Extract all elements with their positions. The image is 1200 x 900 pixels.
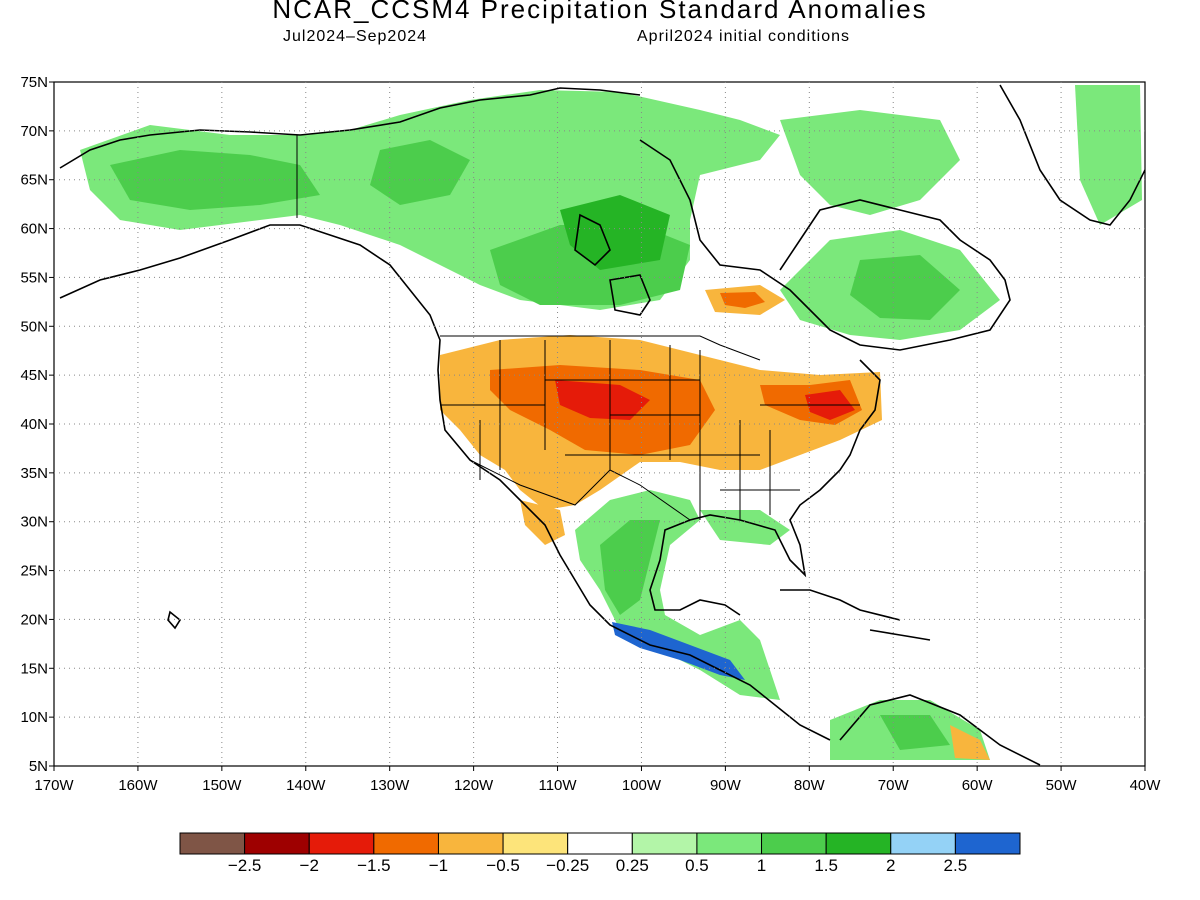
- lat-tick-label: 15N: [20, 660, 48, 677]
- colorbar-swatch: [890, 832, 956, 855]
- colorbar-tick-label: −2.5: [227, 856, 262, 875]
- colorbar-swatch: [502, 832, 569, 855]
- lat-tick-label: 60N: [20, 221, 48, 238]
- colorbar-swatch: [696, 832, 763, 855]
- lat-tick-label: 30N: [20, 514, 48, 531]
- colorbar-tick-label: 0.25: [615, 856, 649, 875]
- colorbar-swatch: [954, 832, 1021, 855]
- chart-title: NCAR_CCSM4 Precipitation Standard Anomal…: [272, 0, 928, 24]
- lon-tick-label: 40W: [1130, 777, 1162, 794]
- lat-tick-label: 25N: [20, 563, 48, 580]
- mexico-central-america-wet-region: [575, 490, 990, 760]
- lon-tick-label: 170W: [34, 777, 74, 794]
- latitude-labels: 5N 10N 15N 20N 25N 30N 35N 40N 45N 50N 55N 60N 65N 70…: [20, 74, 54, 775]
- colorbar-tick-label: 1: [756, 856, 767, 875]
- colorbar-tick-label: 0.5: [685, 856, 709, 875]
- colorbar-tick-label: −2: [299, 856, 319, 875]
- lon-tick-label: 160W: [118, 777, 158, 794]
- lon-tick-label: 120W: [454, 777, 494, 794]
- lon-tick-label: 110W: [538, 777, 577, 794]
- colorbar-tick-label: −1.5: [357, 856, 391, 875]
- colorbar-tick-label: −1: [428, 856, 449, 875]
- lat-tick-label: 45N: [20, 367, 48, 384]
- lat-tick-label: 75N: [20, 74, 48, 91]
- lon-tick-label: 70W: [878, 777, 910, 794]
- colorbar-swatch: [567, 832, 633, 855]
- colorbar-swatch: [761, 832, 827, 855]
- lon-tick-label: 130W: [370, 777, 410, 794]
- lat-tick-label: 65N: [20, 172, 48, 189]
- colorbar-swatch: [437, 832, 504, 855]
- graticule: [54, 82, 1145, 766]
- coastlines: [59, 84, 1145, 766]
- colorbar-swatch: [244, 832, 310, 855]
- longitude-labels: 170W 160W 150W 140W 130W 120W 110W 100W 90W 80W 70…: [34, 766, 1161, 794]
- lat-tick-label: 40N: [20, 416, 48, 433]
- colorbar-swatch: [825, 832, 892, 855]
- lat-tick-label: 10N: [20, 709, 48, 726]
- initial-conditions-label: April2024 initial conditions: [637, 28, 850, 45]
- colorbar-tick-label: 2.5: [943, 856, 968, 875]
- lat-tick-label: 20N: [20, 611, 48, 628]
- colorbar: [179, 832, 1021, 855]
- northern-wet-region: [80, 85, 1142, 340]
- lon-tick-label: 100W: [622, 777, 662, 794]
- lon-tick-label: 60W: [962, 777, 994, 794]
- season-label: Jul2024–Sep2024: [283, 28, 428, 45]
- lon-tick-label: 150W: [202, 777, 242, 794]
- lat-tick-label: 55N: [20, 269, 48, 286]
- colorbar-swatch: [179, 832, 246, 855]
- lon-tick-label: 50W: [1046, 777, 1078, 794]
- colorbar-tick-label: 2: [886, 856, 896, 875]
- lat-tick-label: 50N: [20, 318, 48, 335]
- lon-tick-label: 90W: [710, 777, 742, 794]
- lon-tick-label: 80W: [794, 777, 826, 794]
- colorbar-tick-label: 1.5: [814, 856, 838, 875]
- lon-tick-label: 140W: [286, 777, 326, 794]
- colorbar-swatch: [308, 832, 375, 855]
- colorbar-swatch: [631, 832, 698, 855]
- colorbar-tick-label: −0.5: [486, 856, 520, 875]
- lat-tick-label: 70N: [20, 123, 48, 140]
- political-boundaries: [296, 135, 860, 521]
- colorbar-swatch: [373, 832, 439, 855]
- lat-tick-label: 35N: [20, 465, 48, 482]
- lat-tick-label: 5N: [29, 758, 48, 775]
- colorbar-tick-label: −0.25: [546, 856, 590, 875]
